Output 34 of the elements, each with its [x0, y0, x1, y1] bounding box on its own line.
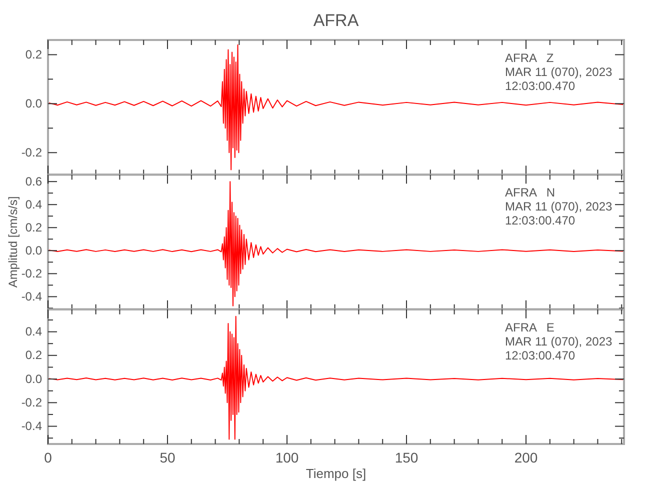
line-series — [48, 181, 624, 306]
y-tick-label: 0.2 — [25, 348, 42, 362]
y-tick-label: 0.2 — [25, 220, 42, 234]
x-tick-label: 200 — [514, 449, 538, 466]
annotation: 12:03:00.470 — [505, 348, 576, 362]
y-tick-label: 0.0 — [25, 243, 42, 258]
y-tick-label: 0.0 — [25, 96, 42, 110]
x-axis-title: Tiempo [s] — [306, 466, 366, 481]
x-tick-label: 0 — [44, 449, 52, 466]
y-tick-label: 0.6 — [25, 174, 42, 188]
annotation: MAR 11 (070), 2023 — [505, 65, 612, 79]
annotation: 12:03:00.470 — [505, 214, 576, 228]
annotation: MAR 11 (070), 2023 — [505, 200, 612, 214]
y-tick-label: 0.0 — [25, 372, 42, 386]
chart-title: AFRA — [313, 11, 360, 30]
y-tick-label: -0.2 — [21, 145, 42, 160]
annotation: MAR 11 (070), 2023 — [505, 334, 612, 348]
y-axis-title: Amplitud [cm/s/s] — [6, 196, 20, 288]
y-tick-label: -0.2 — [21, 266, 42, 280]
x-tick-label: 50 — [160, 449, 176, 466]
line-series — [48, 44, 624, 170]
annotation: AFRA Z — [505, 51, 554, 65]
y-tick-label: -0.4 — [21, 419, 42, 434]
y-tick-label: -0.4 — [21, 290, 42, 304]
line-series — [48, 316, 624, 440]
annotation: AFRA E — [505, 320, 554, 334]
y-tick-label: 0.2 — [25, 48, 42, 62]
y-tick-label: 0.4 — [25, 324, 42, 339]
x-tick-label: 100 — [275, 449, 299, 466]
annotation: 12:03:00.470 — [505, 79, 576, 93]
x-tick-label: 150 — [394, 449, 418, 466]
y-tick-label: 0.4 — [25, 197, 42, 212]
annotation: AFRA N — [505, 186, 556, 200]
y-tick-label: -0.2 — [21, 395, 42, 410]
